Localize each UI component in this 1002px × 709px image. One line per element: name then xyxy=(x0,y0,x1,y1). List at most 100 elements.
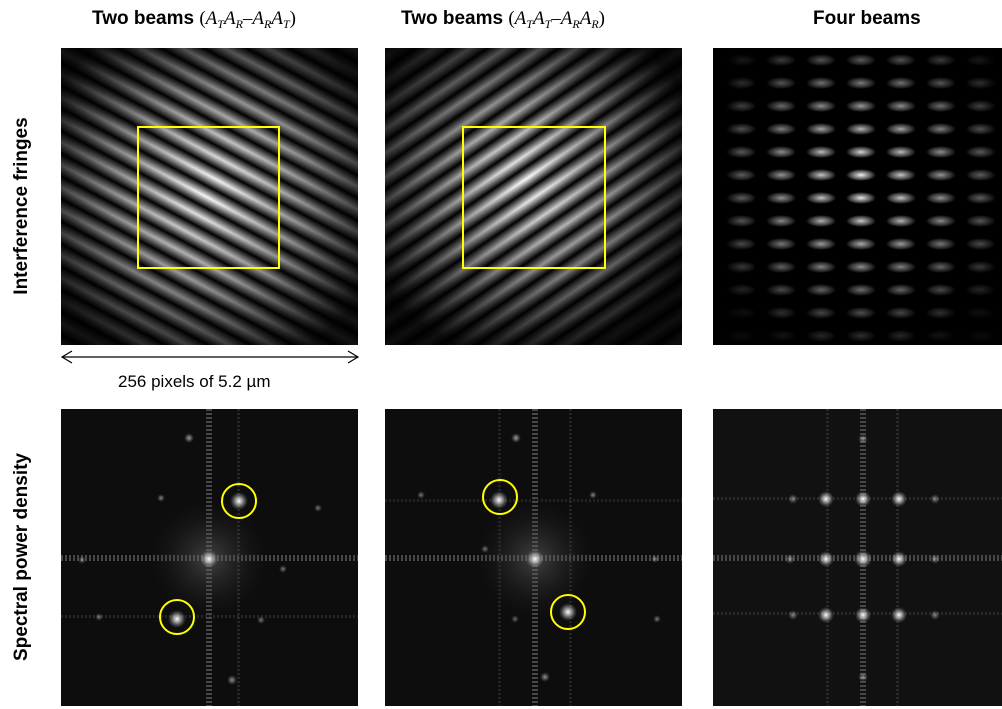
spectral-peak xyxy=(858,672,868,682)
lattice-spot xyxy=(726,146,756,158)
lattice-spot xyxy=(846,192,876,204)
spectral-peak xyxy=(930,610,940,620)
spectral-peak xyxy=(788,494,798,504)
lattice-spot xyxy=(846,307,876,319)
lattice-spot xyxy=(766,330,796,342)
lattice-spot xyxy=(766,54,796,66)
lattice-spot xyxy=(726,330,756,342)
lattice-spot xyxy=(806,100,836,112)
column-title-1-text: Two beams xyxy=(92,8,200,29)
lattice-spot xyxy=(926,238,956,250)
spectral-peak xyxy=(930,554,940,564)
lattice-spot xyxy=(886,169,916,181)
lattice-spot xyxy=(926,54,956,66)
lattice-spot xyxy=(966,330,996,342)
lattice-spot xyxy=(846,54,876,66)
lattice-spot xyxy=(726,123,756,135)
marker-circle xyxy=(482,479,518,515)
column-title-2: Two beams (ATAT–ARAR) xyxy=(401,8,605,32)
marker-circle xyxy=(550,594,586,630)
lattice-spot xyxy=(966,261,996,273)
lattice-spot xyxy=(966,54,996,66)
lattice-spot xyxy=(926,146,956,158)
lattice-spot xyxy=(726,307,756,319)
spectrum-image-four-beams xyxy=(713,409,1002,706)
lattice-spot xyxy=(726,100,756,112)
lattice-spot xyxy=(886,261,916,273)
lattice-spot xyxy=(926,123,956,135)
lattice-spot xyxy=(726,284,756,296)
column-title-2-text: Two beams xyxy=(401,8,509,29)
lattice-spot xyxy=(966,77,996,89)
lattice-spot xyxy=(966,284,996,296)
lattice-spot xyxy=(886,54,916,66)
lattice-spot xyxy=(806,169,836,181)
lattice-spot xyxy=(886,77,916,89)
lattice-spot xyxy=(886,123,916,135)
lattice-spot xyxy=(926,77,956,89)
lattice-spot xyxy=(766,77,796,89)
lattice-spot xyxy=(966,146,996,158)
fringe-image-two-beams-2 xyxy=(385,48,682,345)
spectral-peak xyxy=(854,550,872,568)
lattice-spot xyxy=(726,215,756,227)
column-title-1-math: (ATAR–ARAT) xyxy=(199,8,296,31)
lattice-spot xyxy=(806,238,836,250)
lattice-spot xyxy=(966,238,996,250)
lattice-spot xyxy=(926,330,956,342)
scale-arrow xyxy=(60,350,360,364)
spectral-peak xyxy=(858,434,868,444)
lattice-spot xyxy=(846,146,876,158)
lattice-spot xyxy=(886,284,916,296)
spectral-peak xyxy=(855,607,871,623)
lattice-spot xyxy=(966,215,996,227)
lattice-spot xyxy=(886,238,916,250)
spectral-peak xyxy=(818,551,834,567)
lattice-spot xyxy=(726,261,756,273)
lattice-spot xyxy=(966,192,996,204)
lattice-spot xyxy=(846,261,876,273)
spectrum-image-two-beams-2 xyxy=(385,409,682,706)
lattice-spot xyxy=(846,77,876,89)
lattice-spot xyxy=(766,100,796,112)
column-title-2-math: (ATAT–ARAR) xyxy=(508,8,605,31)
lattice-spot xyxy=(806,146,836,158)
lattice-spot xyxy=(846,123,876,135)
lattice-spot xyxy=(846,284,876,296)
fringe-image-two-beams-1 xyxy=(61,48,358,345)
roi-box xyxy=(462,126,606,269)
lattice-spot xyxy=(766,192,796,204)
lattice-spot xyxy=(846,238,876,250)
lattice-spot xyxy=(926,284,956,296)
lattice-spot xyxy=(926,100,956,112)
lattice-spot xyxy=(966,123,996,135)
lattice-spot xyxy=(766,261,796,273)
lattice-spot xyxy=(926,261,956,273)
lattice-spot xyxy=(726,192,756,204)
lattice-spot xyxy=(886,100,916,112)
spectral-peak xyxy=(891,607,907,623)
lattice-spot xyxy=(926,192,956,204)
lattice-spot xyxy=(766,215,796,227)
lattice-spot xyxy=(766,307,796,319)
lattice-spot xyxy=(726,238,756,250)
row-label-spectral: Spectral power density xyxy=(11,453,32,662)
spectral-peak xyxy=(891,491,907,507)
lattice-spot xyxy=(766,238,796,250)
spectral-peak xyxy=(891,551,907,567)
lattice-spot xyxy=(726,77,756,89)
spectral-peak xyxy=(855,491,871,507)
lattice-spot xyxy=(806,54,836,66)
lattice-spot xyxy=(886,146,916,158)
lattice-spot xyxy=(766,284,796,296)
lattice-spot xyxy=(846,100,876,112)
spectral-peak xyxy=(785,554,795,564)
spectral-peak xyxy=(930,494,940,504)
lattice-spot xyxy=(846,215,876,227)
lattice-spot xyxy=(726,54,756,66)
lattice-spot xyxy=(806,215,836,227)
lattice-spot xyxy=(806,284,836,296)
lattice-spot xyxy=(966,169,996,181)
marker-circle xyxy=(221,483,257,519)
spectral-peak xyxy=(818,491,834,507)
